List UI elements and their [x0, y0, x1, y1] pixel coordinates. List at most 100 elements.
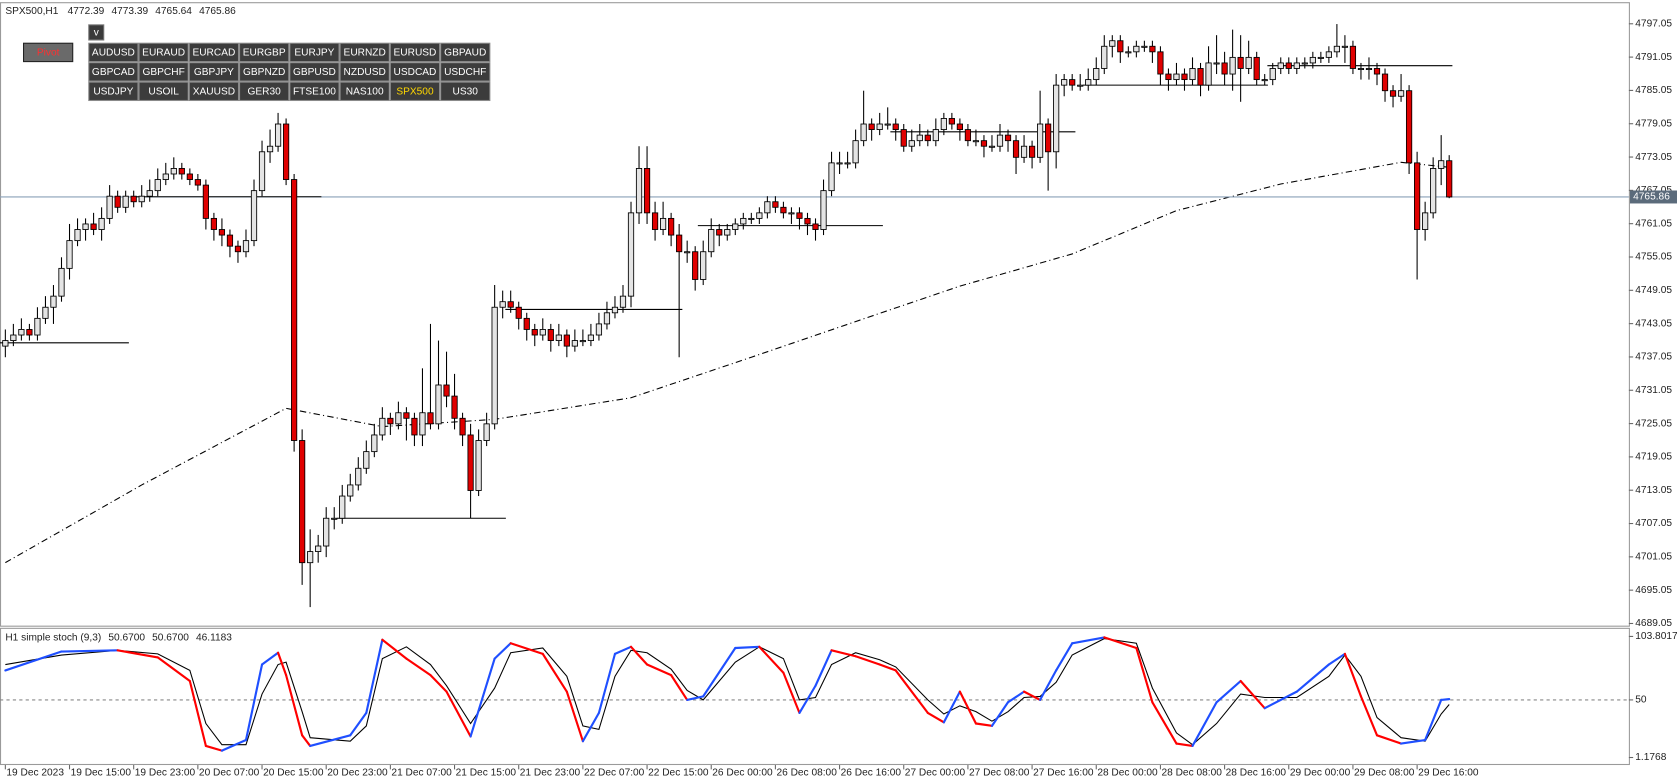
candle-body	[347, 484, 354, 497]
symbol-button[interactable]: GBPNZD	[239, 62, 290, 82]
stoch-k-segment	[814, 649, 833, 687]
candle-body	[523, 317, 530, 330]
symbol-button-bg	[138, 42, 189, 63]
candle-body	[1213, 62, 1220, 65]
symbol-button-label[interactable]: EURAUD	[142, 48, 185, 59]
stoch-k-segment	[990, 701, 1010, 727]
symbol-button-label[interactable]: EURCAD	[192, 48, 235, 59]
symbol-button[interactable]: GBPAUD	[440, 42, 491, 63]
symbol-button-label[interactable]: NAS100	[346, 87, 384, 98]
symbol-button-label[interactable]: EURUSD	[394, 48, 437, 59]
candle-body	[579, 340, 586, 343]
symbol-button[interactable]: EURUSD	[389, 42, 441, 63]
symbol-button-label[interactable]: GBPCAD	[92, 67, 135, 78]
y-tick-label: 4791.05	[1635, 52, 1672, 63]
symbol-button-label[interactable]: EURNZD	[344, 48, 386, 59]
symbol-button-label[interactable]: EURGBP	[243, 48, 286, 59]
candle-body	[274, 123, 282, 147]
x-tick-label: 27 Dec 08:00	[969, 767, 1030, 778]
candle-body	[1325, 51, 1332, 58]
symbol-button-label[interactable]: USDJPY	[93, 87, 133, 98]
symbol-button[interactable]: EURAUD	[138, 42, 189, 63]
stoch-k-segment	[1006, 690, 1026, 704]
symbol-button-bg	[389, 81, 441, 102]
stoch-k-segment	[1055, 642, 1074, 672]
symbol-button-label[interactable]: EURJPY	[294, 48, 334, 59]
symbol-button-label[interactable]: US30	[453, 87, 479, 98]
candle-body	[1373, 68, 1381, 75]
symbol-button[interactable]: US30	[440, 81, 491, 102]
stoch-k-segment	[309, 734, 352, 748]
candle-body	[1061, 79, 1068, 86]
symbol-button[interactable]: AUDUSD	[88, 42, 139, 63]
symbol-button[interactable]: GBPCHF	[138, 62, 189, 82]
symbol-button[interactable]: EURNZD	[339, 42, 390, 63]
symbol-button[interactable]: GBPUSD	[289, 62, 340, 82]
pivot-button[interactable]: Pivot	[22, 42, 74, 63]
symbol-button[interactable]: NZDUSD	[339, 62, 390, 82]
x-tick-label: 27 Dec 00:00	[905, 767, 966, 778]
symbol-button-label[interactable]: XAUUSD	[193, 87, 235, 98]
symbol-button[interactable]: USDCAD	[389, 62, 441, 82]
symbol-button-label[interactable]: NZDUSD	[344, 67, 386, 78]
candle-body	[18, 329, 25, 336]
stoch-y-tick-label: 1.1768	[1635, 752, 1666, 763]
symbol-button[interactable]: EURJPY	[289, 42, 340, 63]
symbol-button-label[interactable]: GBPUSD	[293, 67, 336, 78]
symbol-button-label[interactable]: GBPCHF	[142, 67, 184, 78]
chart-title: SPX500,H1	[5, 5, 58, 16]
candle-body	[692, 251, 699, 280]
symbol-button[interactable]: FTSE100	[289, 81, 340, 102]
symbol-button-bg	[239, 81, 290, 102]
stoch-k-segment	[686, 695, 705, 701]
candle-body	[700, 251, 707, 280]
symbol-button-label[interactable]: FTSE100	[293, 87, 336, 98]
symbol-button-label[interactable]: USDCAD	[394, 67, 437, 78]
symbol-button-label[interactable]: SPX500	[396, 87, 434, 98]
candle-body	[1141, 45, 1148, 48]
symbol-button[interactable]: USOIL	[138, 81, 189, 102]
y-tick-label: 4719.05	[1635, 452, 1672, 463]
symbol-button[interactable]: USDJPY	[88, 81, 139, 102]
stoch-k-segment	[429, 674, 448, 693]
candle-body	[1165, 73, 1172, 81]
stoch-k-segment	[1375, 734, 1403, 745]
toggle-button[interactable]: v	[88, 24, 105, 41]
candle-body	[379, 417, 386, 436]
symbol-button-label[interactable]: USDCHF	[444, 67, 486, 78]
symbol-button[interactable]: EURCAD	[188, 42, 240, 63]
candle-body	[684, 251, 691, 254]
symbol-button[interactable]: USDCHF	[440, 62, 491, 82]
symbol-button-label[interactable]: GBPJPY	[194, 67, 234, 78]
symbol-button[interactable]: GBPCAD	[88, 62, 139, 82]
stoch-k-segment	[878, 663, 897, 672]
pivot-button-label[interactable]: Pivot	[37, 48, 60, 59]
candle-body	[427, 412, 434, 425]
symbol-button[interactable]: GER30	[239, 81, 290, 102]
x-tick-label: 29 Dec 16:00	[1418, 767, 1479, 778]
candle-body	[1020, 145, 1028, 158]
toggle-button-label[interactable]: v	[94, 28, 100, 39]
symbol-button-label[interactable]: GBPNZD	[243, 67, 285, 78]
candle-body	[836, 162, 843, 165]
symbol-button[interactable]: NAS100	[339, 81, 390, 102]
x-tick-label: 19 Dec 15:00	[71, 767, 132, 778]
candle-body	[956, 123, 963, 130]
close-value: 4765.86	[199, 5, 236, 16]
symbol-button[interactable]: XAUUSD	[188, 81, 240, 102]
symbol-button-label[interactable]: GER30	[248, 87, 282, 98]
symbol-button[interactable]: SPX500	[389, 81, 441, 102]
y-tick-label: 4743.05	[1635, 318, 1672, 329]
symbol-button[interactable]: EURGBP	[239, 42, 290, 63]
symbol-button-label[interactable]: USOIL	[148, 87, 179, 98]
symbol-button-label[interactable]: AUDUSD	[92, 48, 135, 59]
candle-body	[1077, 84, 1084, 87]
candle-body	[643, 168, 651, 214]
symbol-button-bg	[339, 62, 390, 82]
symbol-button-label[interactable]: GBPAUD	[444, 48, 486, 59]
x-tick-label: 20 Dec 07:00	[199, 767, 260, 778]
candle-body	[339, 495, 346, 519]
symbol-button-bg	[88, 62, 139, 82]
symbol-button[interactable]: GBPJPY	[188, 62, 240, 82]
